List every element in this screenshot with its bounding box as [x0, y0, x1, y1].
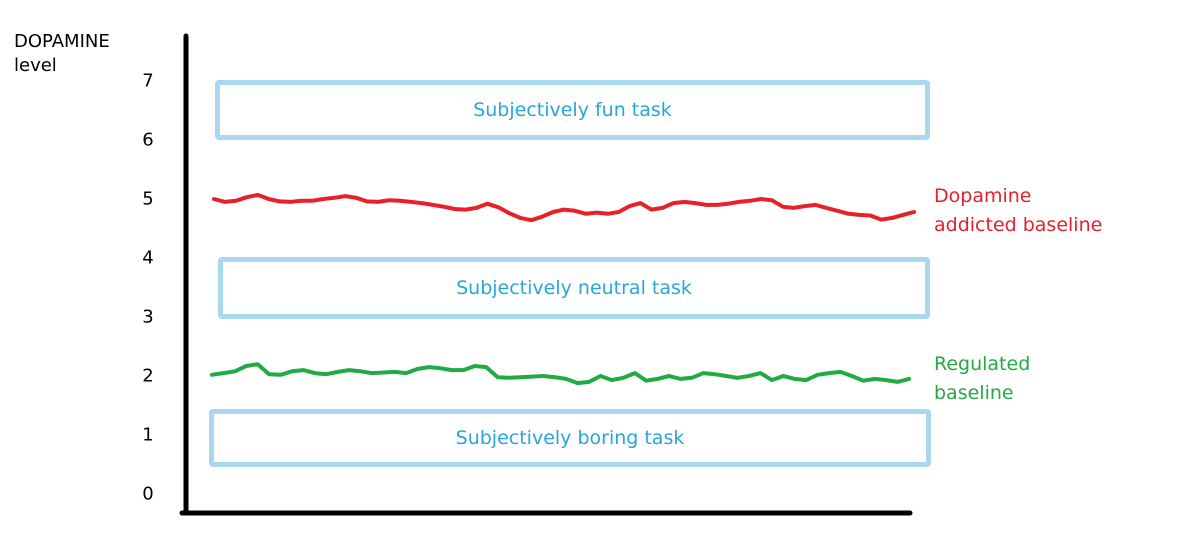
- regulated-label-line1: Regulated: [934, 353, 1031, 375]
- band-neutral: Subjectively neutral task: [218, 257, 930, 319]
- y-tick-6: 6: [142, 129, 154, 151]
- y-tick-5: 5: [142, 188, 154, 210]
- y-tick-1: 1: [142, 424, 154, 446]
- y-tick-4: 4: [142, 247, 154, 269]
- y-tick-0: 0: [142, 483, 154, 505]
- y-axis-title: DOPAMINE level: [14, 30, 110, 78]
- y-axis-title-line2: level: [14, 55, 57, 76]
- band-fun: Subjectively fun task: [215, 80, 930, 140]
- regulated-label-line2: baseline: [934, 382, 1014, 404]
- addicted-baseline-line: [212, 192, 916, 223]
- addicted-label-line2: addicted baseline: [934, 214, 1103, 236]
- y-tick-7: 7: [142, 70, 154, 92]
- band-fun-label: Subjectively fun task: [473, 99, 672, 121]
- band-boring-label: Subjectively boring task: [455, 427, 685, 449]
- band-neutral-label: Subjectively neutral task: [456, 277, 692, 299]
- regulated-baseline-line: [210, 362, 911, 386]
- y-tick-2: 2: [142, 365, 154, 387]
- band-boring: Subjectively boring task: [209, 409, 931, 467]
- y-axis-title-line1: DOPAMINE: [14, 31, 110, 52]
- y-tick-3: 3: [142, 306, 154, 328]
- addicted-label-line1: Dopamine: [934, 185, 1032, 207]
- regulated-baseline-label: Regulated baseline: [934, 350, 1030, 408]
- addicted-baseline-label: Dopamine addicted baseline: [934, 182, 1102, 240]
